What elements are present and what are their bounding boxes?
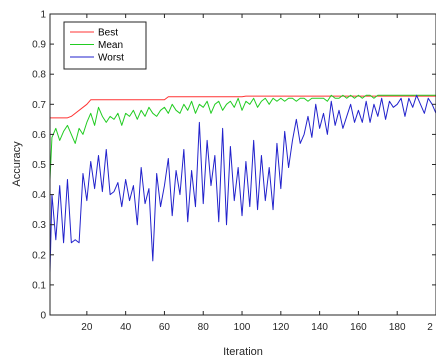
x-tick-label: 60: [159, 322, 171, 333]
y-tick-label: 0.6: [32, 130, 46, 141]
x-tick-label: 160: [350, 322, 367, 333]
series-line-best: [50, 95, 436, 119]
x-tick-label: 120: [272, 322, 289, 333]
x-tick-label: 100: [234, 322, 251, 333]
legend-label-mean: Mean: [98, 40, 123, 51]
y-tick-label: 0.1: [32, 280, 46, 291]
y-tick-label: 0.5: [32, 160, 46, 171]
series-layer: [49, 94, 436, 273]
series-line-mean: [49, 94, 436, 180]
y-axis-ticks: 0 0.1 0.2 0.3 0.4 0.5 0.6 0.7 0.8 0.9 1: [32, 10, 436, 322]
y-tick-label: 0.3: [32, 220, 46, 231]
x-tick-label: 140: [311, 322, 328, 333]
x-tick-label: 180: [389, 322, 406, 333]
series-line-worst: [49, 94, 436, 273]
x-tick-label: 20: [81, 322, 93, 333]
x-tick-label: 80: [198, 322, 210, 333]
y-tick-label: 0: [40, 311, 46, 322]
y-tick-label: 0.8: [32, 70, 46, 81]
y-tick-label: 0.7: [32, 100, 46, 111]
y-tick-label: 0.4: [32, 190, 46, 201]
x-tick-label: 2: [427, 322, 433, 333]
x-axis-ticks: 20 40 60 80 100 120 140 160 180 2: [81, 14, 436, 333]
y-tick-label: 0.2: [32, 250, 46, 261]
x-axis-label: Iteration: [223, 346, 263, 358]
y-tick-label: 1: [40, 10, 46, 21]
legend-label-worst: Worst: [98, 53, 124, 64]
x-tick-label: 40: [120, 322, 132, 333]
legend-label-best: Best: [98, 28, 118, 39]
y-axis-label: Accuracy: [11, 141, 23, 187]
legend-box: [63, 21, 147, 70]
y-tick-label: 0.9: [32, 40, 46, 51]
